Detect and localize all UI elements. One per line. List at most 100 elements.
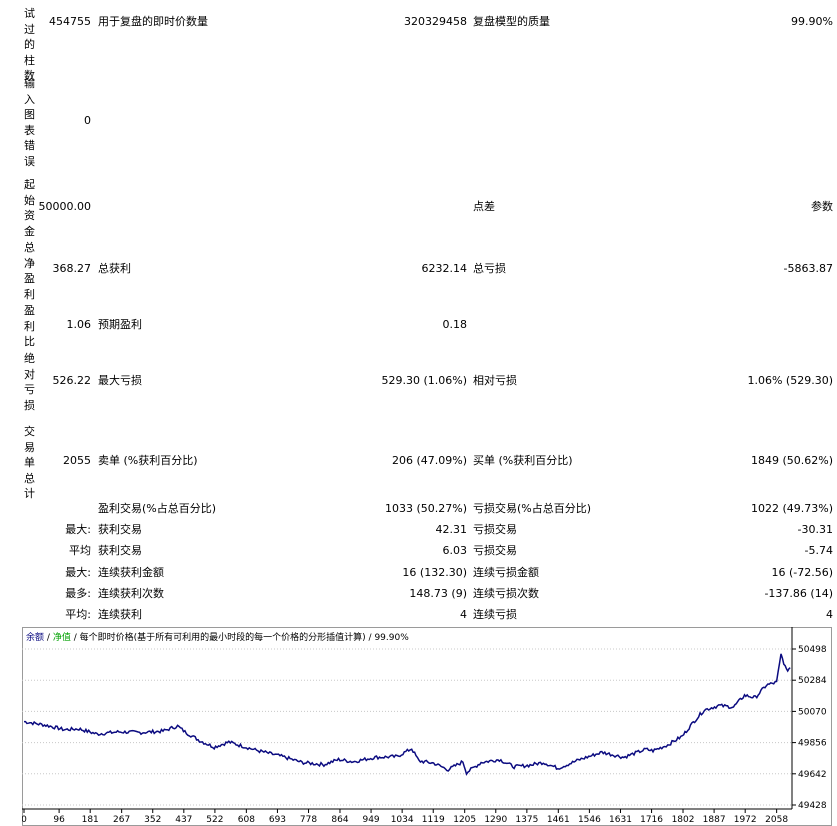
label-abs-drawdown: 绝对亏损: [24, 352, 35, 412]
x-tick-label: 267: [113, 815, 130, 825]
chart-frame: [22, 627, 832, 826]
label-maximal-consec-profit: 连续获利次数: [98, 587, 164, 600]
value-rel-drawdown: 1.06% (529.30): [747, 374, 833, 387]
value-max-consec-wins: 16 (132.30): [402, 566, 467, 579]
balance-chart-svg: 50498 50284 50070 49856 49642 49428 0 96 181 267…: [22, 627, 832, 826]
legend-equity: 净值: [53, 631, 71, 643]
x-tick-label: 778: [300, 815, 317, 825]
value-ticks-modelled: 320329458: [404, 15, 467, 28]
label-short-positions: 卖单 (%获利百分比): [98, 454, 198, 467]
x-tick-label: 437: [175, 815, 192, 825]
x-tick-label: 1972: [734, 815, 757, 825]
legend-quality: 99.90%: [374, 633, 409, 643]
value-chart-errors: 0: [84, 114, 91, 127]
value-avg-consec-wins: 4: [460, 608, 467, 621]
label-avg-consec-wins: 连续获利: [98, 608, 142, 621]
value-abs-drawdown: 526.22: [52, 374, 92, 387]
value-short-positions: 206 (47.09%): [391, 454, 467, 467]
label-profit-factor: 盈利比: [24, 304, 35, 348]
label-average-loss: 亏损交易: [473, 544, 517, 557]
legend-sep-2: /: [74, 633, 78, 643]
x-tick-label: 181: [82, 815, 99, 825]
x-tick-label: 352: [144, 815, 161, 825]
label-avg-consec-losses: 连续亏损: [473, 608, 517, 621]
value-avg-consec-losses: 4: [826, 608, 833, 621]
balance-series-line: [24, 653, 791, 776]
label-gross-profit: 总获利: [98, 262, 131, 275]
label-long-positions: 买单 (%获利百分比): [473, 454, 573, 467]
value-profit-trades: 1033 (50.27%): [384, 502, 467, 515]
x-tick-label: 1119: [422, 815, 445, 825]
prefix-max: 最大:: [65, 566, 91, 579]
label-loss-trades: 亏损交易(%占总百分比): [473, 502, 592, 515]
y-tick-label: 49428: [798, 801, 827, 811]
legend-balance: 余额: [26, 631, 44, 643]
label-max-drawdown: 最大亏损: [98, 374, 142, 387]
x-tick-label: 1290: [484, 815, 507, 825]
y-tick-label: 49642: [798, 770, 827, 780]
value-profit-factor: 1.06: [66, 318, 92, 331]
x-tick-label: 1802: [672, 815, 695, 825]
y-tick-label: 50070: [798, 707, 827, 717]
label-max-consec-losses: 连续亏损金额: [473, 566, 539, 579]
label-model-quality: 复盘模型的质量: [473, 15, 550, 28]
x-tick-label: 1461: [547, 815, 570, 825]
legend-sep-1: /: [47, 633, 51, 643]
label-average-profit: 获利交易: [98, 544, 142, 557]
value-average-loss: -5.74: [804, 544, 833, 557]
value-gross-loss: -5863.87: [783, 262, 833, 275]
label-chart-errors: 输入图表错误: [24, 77, 35, 168]
value-expected-payoff: 0.18: [442, 318, 468, 331]
label-total-trades: 交易单总计: [24, 425, 35, 500]
x-tick-label: 1887: [703, 815, 726, 825]
value-loss-trades: 1022 (49.73%): [750, 502, 833, 515]
label-largest-profit: 获利交易: [98, 523, 142, 536]
value-average-profit: 6.03: [442, 544, 468, 557]
label-max-consec-wins: 连续获利金额: [98, 566, 164, 579]
x-tick-label: 864: [331, 815, 348, 825]
x-tick-label: 96: [53, 815, 65, 825]
x-tick-label: 608: [238, 815, 255, 825]
svg-text:余额 / 净值 /: 余额 / 净值 / 每个即时价格(基于所有可利用的最小时段的每一个价格的分形插值…: [26, 631, 409, 643]
legend-sep-3: /: [369, 633, 373, 643]
balance-chart: 50498 50284 50070 49856 49642 49428 0 96 181 267…: [22, 627, 832, 826]
value-model-quality: 99.90%: [791, 15, 833, 28]
value-max-consec-losses: 16 (-72.56): [771, 566, 833, 579]
y-tick-label: 49856: [798, 739, 827, 749]
value-long-positions: 1849 (50.62%): [750, 454, 833, 467]
label-gross-loss: 总亏损: [473, 262, 506, 275]
label-rel-drawdown: 相对亏损: [473, 374, 517, 387]
x-tick-label: 1716: [640, 815, 663, 825]
label-spread: 点差: [473, 200, 495, 213]
value-total-trades: 2055: [63, 454, 91, 467]
x-tick-label: 1205: [453, 815, 476, 825]
value-gross-profit: 6232.14: [421, 262, 468, 275]
prefix-largest: 最大:: [65, 523, 91, 536]
y-tick-label: 50284: [798, 676, 827, 686]
value-largest-profit: 42.31: [435, 523, 468, 536]
x-tick-label: 522: [206, 815, 223, 825]
value-initial-deposit: 50000.00: [38, 200, 92, 213]
x-tick-label: 1375: [515, 815, 538, 825]
label-bars-tested: 试过的柱数: [24, 7, 35, 82]
x-tick-label: 1034: [391, 815, 414, 825]
x-tick-label: 693: [269, 815, 286, 825]
x-tick-label: 0: [22, 815, 27, 825]
y-tick-label: 50498: [798, 645, 827, 655]
value-maximal-consec-profit: 148.73 (9): [409, 587, 467, 600]
value-max-drawdown: 529.30 (1.06%): [381, 374, 467, 387]
label-largest-loss: 亏损交易: [473, 523, 517, 536]
x-tick-label: 2058: [765, 815, 788, 825]
label-profit-trades: 盈利交易(%占总百分比): [98, 502, 217, 515]
value-maximal-consec-loss: -137.86 (14): [764, 587, 833, 600]
label-expected-payoff: 预期盈利: [98, 318, 142, 331]
label-maximal-consec-loss: 连续亏损次数: [473, 587, 539, 600]
value-net-profit: 368.27: [52, 262, 92, 275]
label-net-profit: 总净盈利: [24, 241, 35, 301]
prefix-average: 平均: [69, 544, 91, 557]
x-tick-label: 1546: [578, 815, 601, 825]
value-spread: 参数: [811, 200, 833, 213]
label-ticks-modelled: 用于复盘的即时价数量: [98, 15, 208, 28]
value-largest-loss: -30.31: [797, 523, 833, 536]
prefix-avg: 平均:: [65, 608, 91, 621]
